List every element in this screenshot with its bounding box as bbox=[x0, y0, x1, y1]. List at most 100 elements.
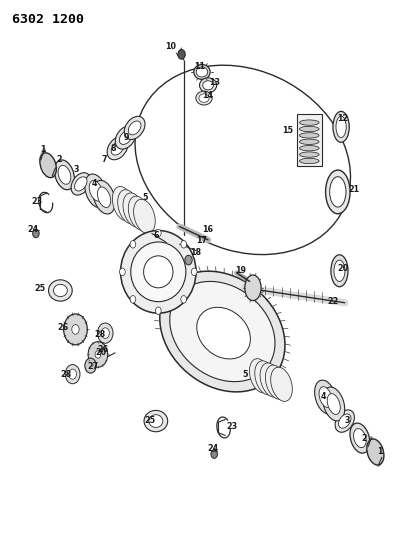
Text: 16: 16 bbox=[202, 225, 213, 233]
Text: 22: 22 bbox=[327, 297, 338, 305]
Text: 6: 6 bbox=[153, 231, 159, 240]
Text: 17: 17 bbox=[196, 237, 207, 245]
Ellipse shape bbox=[245, 275, 261, 301]
Ellipse shape bbox=[335, 410, 355, 432]
Text: 4: 4 bbox=[92, 180, 98, 188]
Text: 18: 18 bbox=[190, 248, 202, 257]
Ellipse shape bbox=[111, 141, 124, 155]
Circle shape bbox=[211, 450, 217, 458]
Text: 10: 10 bbox=[165, 43, 176, 51]
Ellipse shape bbox=[249, 359, 271, 393]
Ellipse shape bbox=[265, 365, 287, 399]
Ellipse shape bbox=[194, 64, 210, 79]
Text: 25: 25 bbox=[34, 285, 46, 293]
Text: 24: 24 bbox=[207, 445, 219, 453]
Ellipse shape bbox=[199, 94, 209, 102]
Text: 3: 3 bbox=[345, 416, 350, 424]
Ellipse shape bbox=[128, 121, 141, 135]
Text: 20: 20 bbox=[95, 349, 107, 357]
Circle shape bbox=[155, 307, 161, 314]
Ellipse shape bbox=[367, 439, 384, 465]
Text: 25: 25 bbox=[144, 416, 156, 424]
Ellipse shape bbox=[326, 170, 350, 214]
Circle shape bbox=[85, 358, 96, 373]
Text: 23: 23 bbox=[31, 197, 42, 206]
Ellipse shape bbox=[299, 146, 319, 151]
Ellipse shape bbox=[336, 116, 346, 138]
Text: 21: 21 bbox=[348, 185, 360, 194]
Circle shape bbox=[181, 296, 186, 303]
Text: 2: 2 bbox=[56, 156, 62, 164]
Ellipse shape bbox=[255, 361, 277, 395]
Ellipse shape bbox=[88, 342, 108, 367]
Ellipse shape bbox=[85, 174, 107, 208]
Ellipse shape bbox=[54, 160, 75, 190]
Ellipse shape bbox=[75, 177, 87, 191]
Ellipse shape bbox=[118, 190, 140, 224]
Ellipse shape bbox=[330, 177, 346, 207]
Text: 7: 7 bbox=[101, 156, 107, 164]
Ellipse shape bbox=[331, 255, 348, 287]
Ellipse shape bbox=[101, 328, 109, 338]
Text: 26: 26 bbox=[97, 345, 109, 354]
Text: 20: 20 bbox=[337, 264, 348, 273]
Ellipse shape bbox=[319, 387, 332, 407]
Text: 5: 5 bbox=[242, 370, 248, 378]
Text: 2: 2 bbox=[361, 434, 367, 442]
Ellipse shape bbox=[53, 285, 67, 296]
Ellipse shape bbox=[131, 242, 186, 302]
Text: 19: 19 bbox=[235, 266, 246, 275]
Ellipse shape bbox=[133, 199, 155, 233]
Ellipse shape bbox=[197, 308, 251, 359]
Ellipse shape bbox=[196, 91, 212, 105]
Text: 24: 24 bbox=[27, 225, 38, 233]
Text: 6302 1200: 6302 1200 bbox=[12, 13, 84, 26]
Ellipse shape bbox=[196, 67, 208, 77]
Ellipse shape bbox=[40, 153, 56, 177]
FancyBboxPatch shape bbox=[297, 114, 322, 166]
Ellipse shape bbox=[115, 126, 136, 149]
Ellipse shape bbox=[271, 367, 293, 401]
Text: 1: 1 bbox=[40, 145, 46, 154]
Circle shape bbox=[120, 268, 125, 276]
Text: 9: 9 bbox=[124, 133, 129, 142]
Text: 8: 8 bbox=[111, 144, 116, 152]
Ellipse shape bbox=[107, 136, 128, 160]
Ellipse shape bbox=[299, 158, 319, 164]
Text: 1: 1 bbox=[377, 448, 383, 456]
Text: 4: 4 bbox=[321, 392, 326, 401]
Text: 26: 26 bbox=[58, 324, 69, 332]
Circle shape bbox=[191, 268, 197, 276]
Text: 28: 28 bbox=[60, 370, 72, 378]
Ellipse shape bbox=[354, 429, 366, 448]
Ellipse shape bbox=[333, 111, 349, 142]
Text: 28: 28 bbox=[94, 330, 106, 339]
Ellipse shape bbox=[95, 351, 101, 358]
Ellipse shape bbox=[299, 126, 319, 132]
Ellipse shape bbox=[144, 410, 168, 432]
Text: 13: 13 bbox=[209, 78, 220, 87]
Ellipse shape bbox=[260, 363, 282, 397]
Ellipse shape bbox=[64, 314, 87, 345]
Circle shape bbox=[155, 229, 161, 237]
Ellipse shape bbox=[203, 80, 213, 90]
Ellipse shape bbox=[98, 323, 113, 343]
Ellipse shape bbox=[135, 65, 350, 255]
Ellipse shape bbox=[327, 394, 340, 414]
Ellipse shape bbox=[200, 78, 217, 93]
Ellipse shape bbox=[299, 139, 319, 144]
Ellipse shape bbox=[71, 173, 91, 195]
Ellipse shape bbox=[299, 133, 319, 138]
Circle shape bbox=[178, 50, 185, 59]
Text: 3: 3 bbox=[74, 165, 80, 174]
Circle shape bbox=[33, 229, 39, 238]
Ellipse shape bbox=[49, 280, 72, 301]
Text: 11: 11 bbox=[195, 62, 205, 71]
Circle shape bbox=[130, 240, 136, 248]
Ellipse shape bbox=[89, 181, 102, 201]
Ellipse shape bbox=[123, 193, 145, 227]
Ellipse shape bbox=[128, 196, 150, 230]
Text: 15: 15 bbox=[282, 126, 293, 135]
Text: 12: 12 bbox=[337, 114, 348, 123]
Ellipse shape bbox=[72, 325, 79, 334]
